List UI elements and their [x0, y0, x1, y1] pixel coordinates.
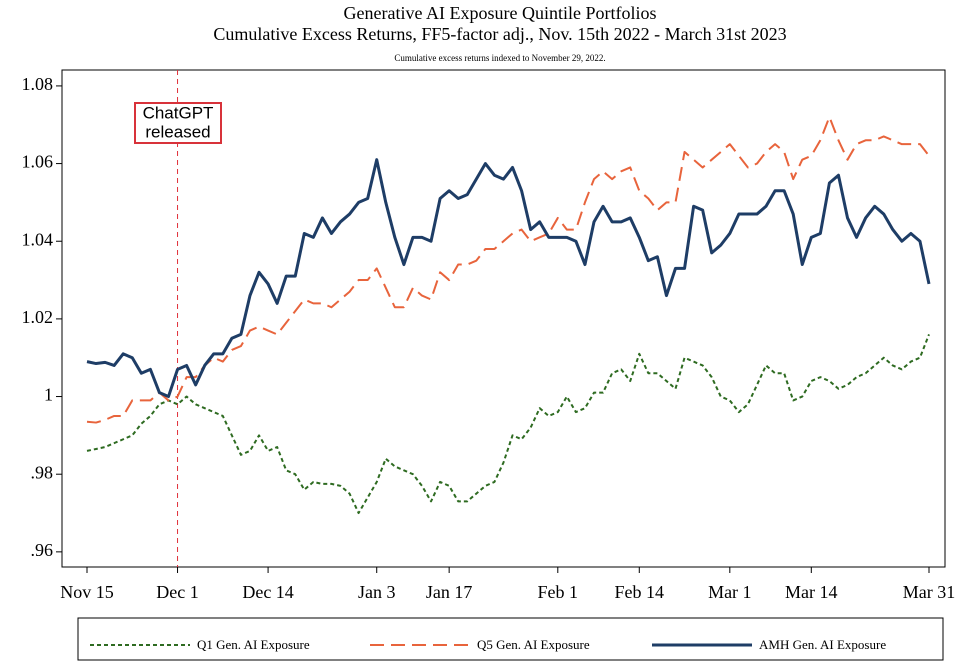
y-tick-label: 1.06: [22, 152, 54, 172]
y-tick-label: 1.02: [22, 307, 54, 327]
y-tick-label: 1.04: [22, 229, 54, 249]
y-tick-label: .98: [31, 462, 54, 482]
chart-subtitle: Cumulative Excess Returns, FF5-factor ad…: [213, 24, 786, 44]
y-tick-label: 1.08: [22, 74, 54, 94]
x-tick-label: Feb 1: [538, 582, 579, 602]
x-tick-label: Jan 17: [426, 582, 473, 602]
x-tick-label: Nov 15: [60, 582, 114, 602]
legend-box: [77, 617, 944, 661]
series-line: [86, 115, 930, 424]
y-tick-label: .96: [31, 540, 54, 560]
series-line: [86, 158, 931, 399]
annotation-text: released: [145, 122, 210, 141]
chart-title: Generative AI Exposure Quintile Portfoli…: [344, 3, 657, 23]
annotation-box: [134, 102, 222, 144]
annotation-text: ChatGPT: [143, 103, 214, 122]
x-tick-label: Mar 1: [708, 582, 752, 602]
x-tick-label: Mar 14: [785, 582, 838, 602]
legend-label: Q5 Gen. AI Exposure: [477, 637, 590, 652]
x-tick-label: Dec 1: [156, 582, 198, 602]
y-tick-label: 1: [44, 385, 53, 405]
chart-note: Cumulative excess returns indexed to Nov…: [394, 53, 605, 63]
x-tick-label: Feb 14: [615, 582, 665, 602]
x-tick-label: Mar 31: [903, 582, 956, 602]
legend-label: Q1 Gen. AI Exposure: [197, 637, 310, 652]
x-tick-label: Jan 3: [358, 582, 396, 602]
plot-frame: [61, 69, 946, 568]
x-tick-label: Dec 14: [242, 582, 293, 602]
legend-label: AMH Gen. AI Exposure: [759, 637, 886, 652]
series-line: [86, 334, 930, 515]
